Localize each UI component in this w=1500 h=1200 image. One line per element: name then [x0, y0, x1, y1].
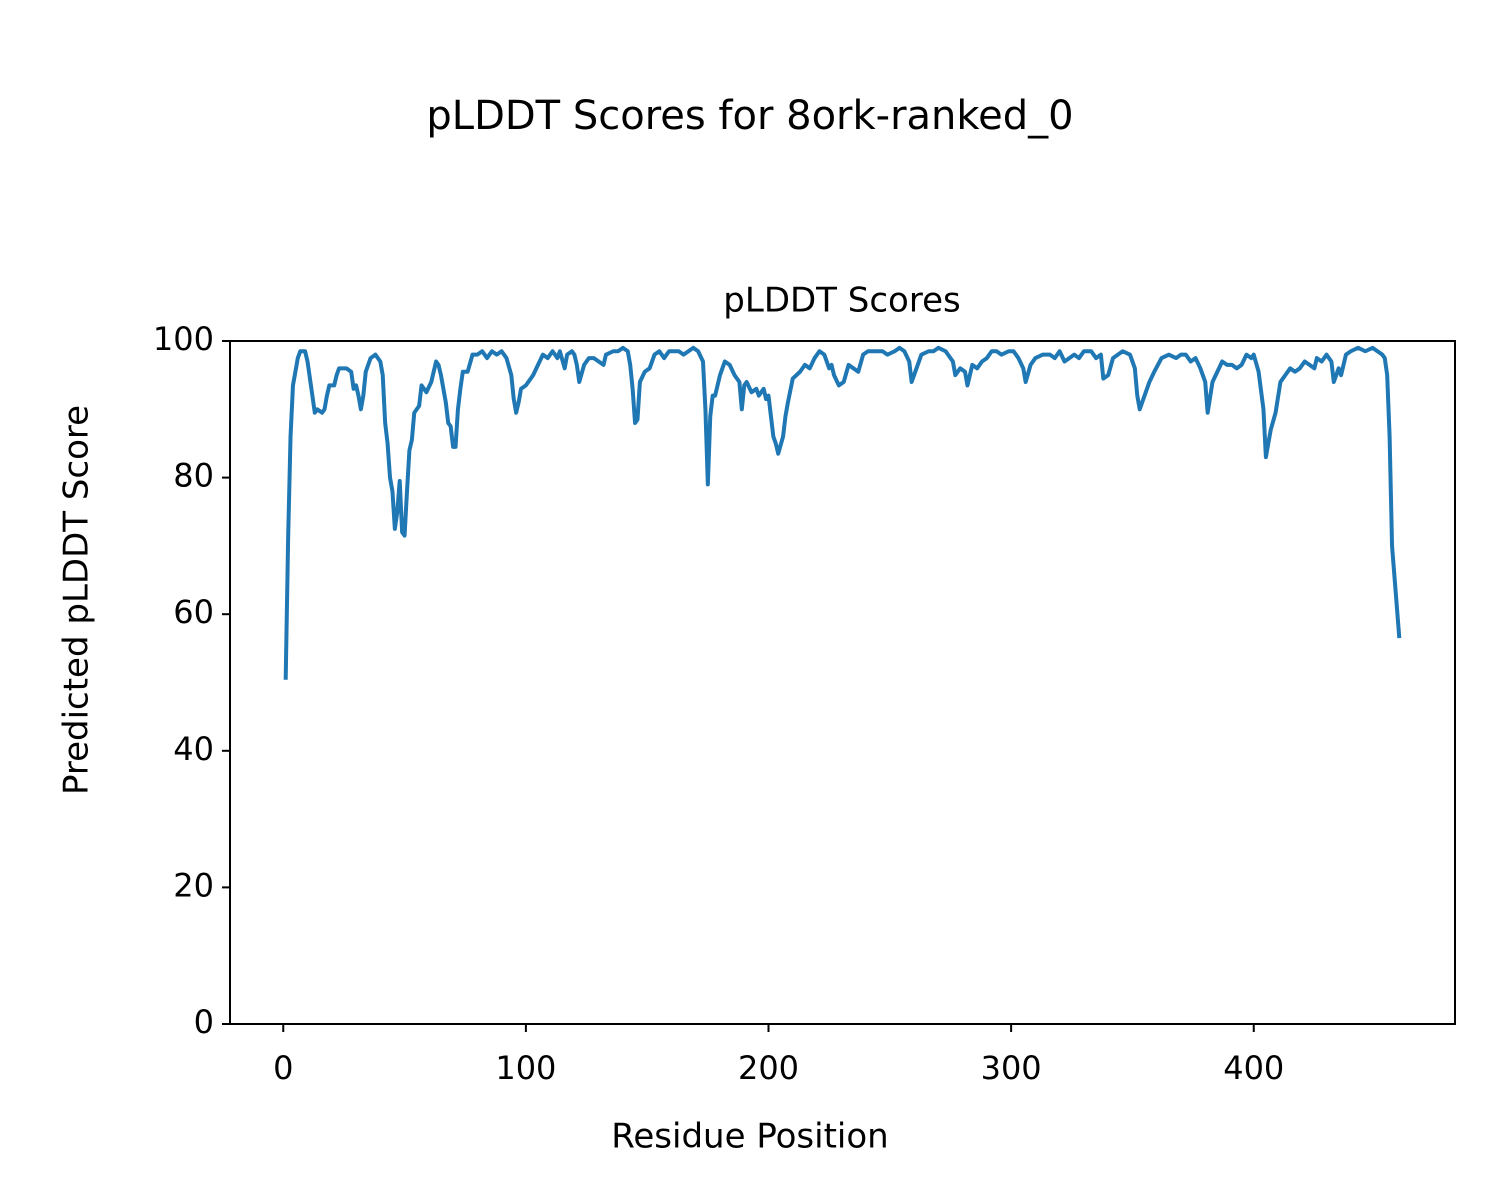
x-tick-label: 300 — [981, 1049, 1042, 1087]
axes-title: pLDDT Scores — [723, 281, 960, 321]
y-tick-label: 20 — [173, 866, 214, 904]
x-tick-label: 100 — [495, 1049, 556, 1087]
y-tick-label: 0 — [194, 1003, 214, 1041]
chart-title: pLDDT Scores for 8ork-ranked_0 — [426, 93, 1073, 139]
x-tick-label: 400 — [1223, 1049, 1284, 1087]
y-tick-label: 60 — [173, 593, 214, 631]
y-tick-label: 100 — [153, 320, 214, 358]
data-line — [283, 345, 1402, 680]
axes-frame — [229, 340, 1456, 1025]
y-tick-label: 40 — [173, 730, 214, 768]
y-tick-label: 80 — [173, 457, 214, 495]
x-axis-label: Residue Position — [611, 1117, 888, 1157]
x-tick-label: 200 — [738, 1049, 799, 1087]
x-tick-label: 0 — [273, 1049, 293, 1087]
y-axis-label: Predicted pLDDT Score — [57, 405, 97, 795]
